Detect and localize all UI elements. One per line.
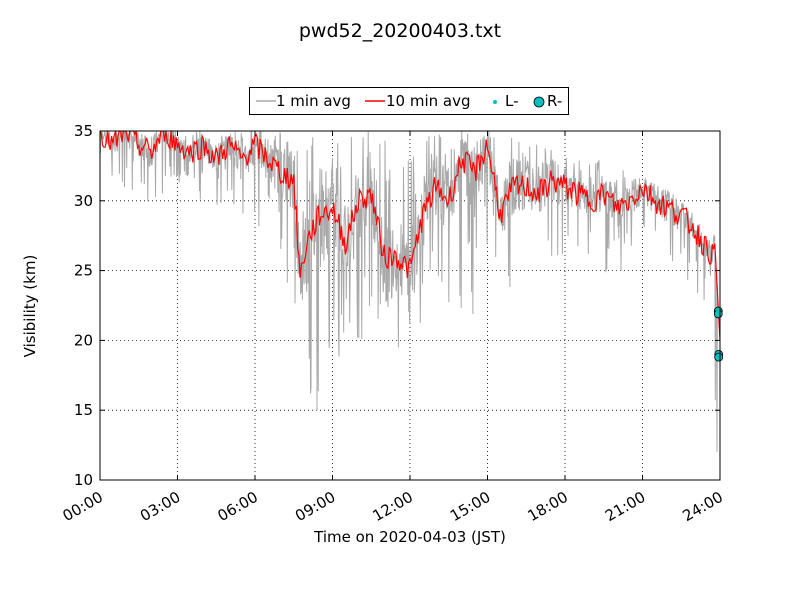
y-tick-label: 25 bbox=[74, 262, 93, 280]
l-marker bbox=[716, 312, 720, 316]
legend-label-1min: 1 min avg bbox=[276, 92, 351, 110]
y-tick-label: 30 bbox=[74, 192, 93, 210]
x-tick-label: 03:00 bbox=[137, 488, 183, 525]
x-tick-label: 12:00 bbox=[370, 488, 416, 525]
y-tick-label: 10 bbox=[74, 471, 93, 489]
series-10min-line bbox=[100, 131, 720, 341]
r-marker bbox=[714, 352, 724, 362]
y-tick-label: 15 bbox=[74, 401, 93, 419]
legend-marker-r bbox=[533, 96, 545, 108]
x-tick-label: 09:00 bbox=[292, 488, 338, 525]
x-tick-label: 18:00 bbox=[525, 488, 571, 525]
chart-legend: 1 min avg 10 min avg L- R- bbox=[249, 87, 569, 115]
legend-swatch-10min bbox=[365, 100, 385, 102]
legend-label-r: R- bbox=[547, 92, 563, 110]
y-tick-label: 35 bbox=[74, 122, 93, 140]
y-tick-label: 20 bbox=[74, 331, 93, 349]
legend-marker-l bbox=[493, 100, 497, 104]
l-marker bbox=[716, 307, 720, 312]
x-tick-label: 15:00 bbox=[447, 488, 493, 525]
legend-label-10min: 10 min avg bbox=[386, 92, 471, 110]
x-tick-label: 06:00 bbox=[215, 488, 261, 525]
series-1min-line bbox=[100, 131, 718, 453]
legend-label-l: L- bbox=[505, 92, 519, 110]
y-axis-label: Visibility (km) bbox=[21, 254, 39, 358]
x-axis-label: Time on 2020-04-03 (JST) bbox=[314, 528, 506, 546]
x-tick-label: 00:00 bbox=[60, 488, 106, 525]
x-tick-label: 24:00 bbox=[680, 488, 726, 525]
legend-swatch-1min bbox=[256, 100, 276, 102]
chart-title: pwd52_20200403.txt bbox=[298, 20, 502, 42]
x-tick-label: 21:00 bbox=[602, 488, 648, 525]
